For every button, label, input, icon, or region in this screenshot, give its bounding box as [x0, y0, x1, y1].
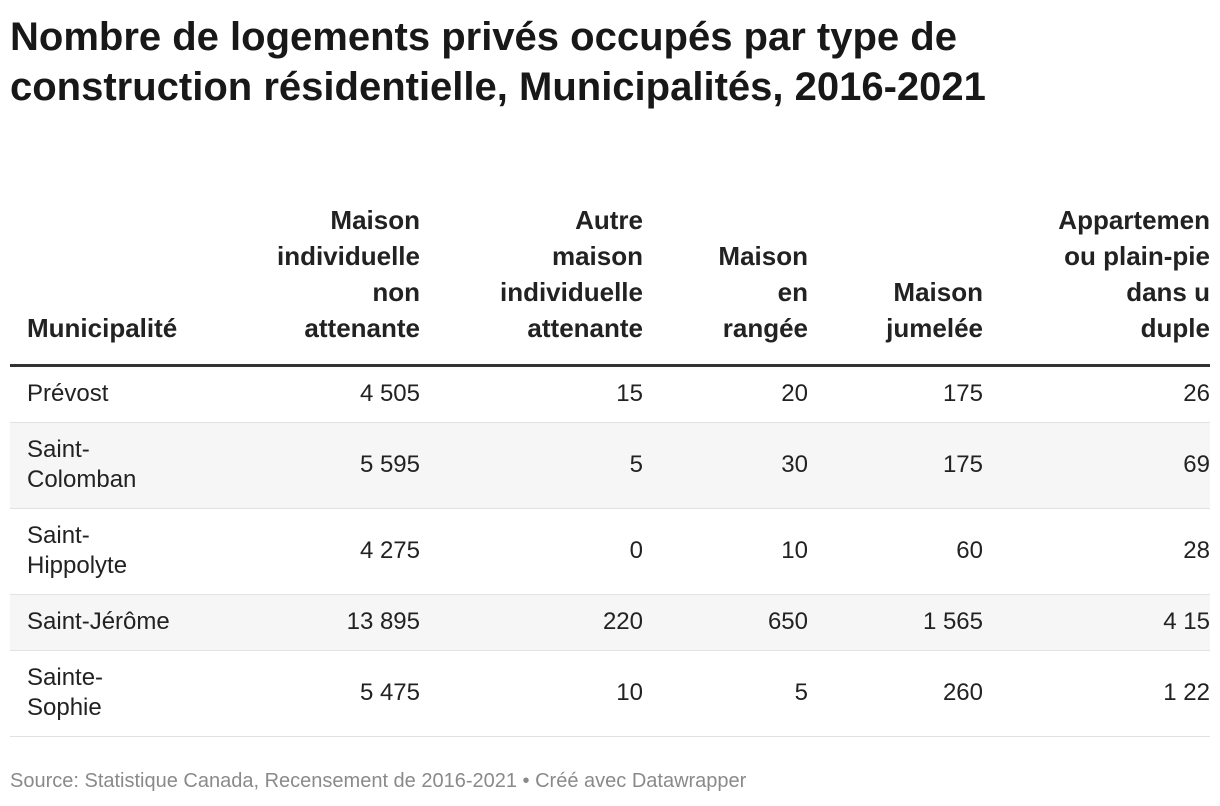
table-cell: 10 [643, 508, 808, 595]
header-line: Autre [575, 205, 643, 235]
table-head: Municipalité Maison individuelle non attenan… [10, 202, 1210, 367]
column-header: Autre maison individuelle attenante [420, 202, 643, 367]
title-line: construction résidentielle, Municipalité… [10, 65, 986, 109]
header-line: individuelle [276, 241, 420, 271]
table-cell: 175 [808, 365, 983, 423]
table: Municipalité Maison individuelle non attenan… [10, 202, 1210, 737]
table-cell: 20 [643, 365, 808, 423]
label-line: Prévost [27, 380, 109, 407]
table-row: Saint- Colomban 5 595 5 30 175 69 [10, 422, 1210, 509]
table-cell: 5 595 [235, 422, 420, 509]
header-line: en [777, 277, 808, 307]
table-cell: 1 22 [983, 650, 1210, 737]
column-header: Maison individuelle non attenante [235, 202, 420, 367]
header-line: ou plain-pie [1064, 241, 1210, 271]
table-cell: 5 [643, 650, 808, 737]
label-line: Sainte- [27, 664, 104, 691]
table-cell: 69 [983, 422, 1210, 509]
table-cell: 4 15 [983, 594, 1210, 651]
title-line: Nombre de logements privés occupés par t… [10, 15, 957, 59]
table-row: Prévost 4 505 15 20 175 26 [10, 365, 1210, 423]
row-label: Saint-Jérôme [10, 594, 235, 651]
table-cell: 5 475 [235, 650, 420, 737]
header-line: individuelle [499, 277, 643, 307]
table-cell: 26 [983, 365, 1210, 423]
table-cell: 28 [983, 508, 1210, 595]
row-label: Saint- Hippolyte [10, 508, 235, 595]
table-cell: 4 505 [235, 365, 420, 423]
header-line: attenante [527, 313, 643, 343]
table-row: Saint-Jérôme 13 895 220 650 1 565 4 15 [10, 594, 1210, 651]
table-cell: 4 275 [235, 508, 420, 595]
table-wrap: Municipalité Maison individuelle non attenan… [10, 202, 1210, 737]
table-cell: 175 [808, 422, 983, 509]
table-cell: 30 [643, 422, 808, 509]
table-cell: 650 [643, 594, 808, 651]
row-label: Sainte- Sophie [10, 650, 235, 737]
header-line: dans u [1126, 277, 1210, 307]
table-body: Prévost 4 505 15 20 175 26 Saint- Colomban 5 595… [10, 365, 1210, 737]
header-line: Maison [893, 277, 983, 307]
header-line: Maison [718, 241, 808, 271]
row-label: Saint- Colomban [10, 422, 235, 509]
table-cell: 220 [420, 594, 643, 651]
column-header: Maison en rangée [643, 202, 808, 367]
header-line: duple [1140, 313, 1210, 343]
label-line: Saint- [27, 436, 90, 463]
header-line: Maison [330, 205, 420, 235]
table-cell: 260 [808, 650, 983, 737]
table-cell: 0 [420, 508, 643, 595]
table-cell: 10 [420, 650, 643, 737]
header-row: Municipalité Maison individuelle non attenan… [10, 202, 1210, 367]
footer: Source: Statistique Canada, Recensement … [10, 770, 747, 792]
table-row: Saint- Hippolyte 4 275 0 10 60 28 [10, 508, 1210, 595]
row-label: Prévost [10, 365, 235, 423]
header-line: jumelée [886, 313, 983, 343]
table-cell: 5 [420, 422, 643, 509]
label-line: Hippolyte [27, 552, 128, 579]
label-line: Sophie [27, 694, 102, 721]
label-line: Saint-Jérôme [27, 608, 170, 635]
column-header: Municipalité [10, 202, 235, 367]
header-line: non [372, 277, 420, 307]
header-line: maison [551, 241, 643, 271]
title: Nombre de logements privés occupés par t… [10, 12, 986, 112]
label-line: Colomban [27, 466, 137, 493]
header-line: attenante [304, 313, 420, 343]
header-line: rangée [722, 313, 808, 343]
table-cell: 1 565 [808, 594, 983, 651]
header-line: Municipalité [27, 313, 178, 343]
column-header: Appartemen ou plain-pie dans u duple [983, 202, 1210, 367]
table-row: Sainte- Sophie 5 475 10 5 260 1 22 [10, 650, 1210, 737]
table-cell: 15 [420, 365, 643, 423]
header-line: Appartemen [1058, 205, 1210, 235]
table-cell: 60 [808, 508, 983, 595]
label-line: Saint- [27, 522, 90, 549]
column-header: Maison jumelée [808, 202, 983, 367]
table-cell: 13 895 [235, 594, 420, 651]
